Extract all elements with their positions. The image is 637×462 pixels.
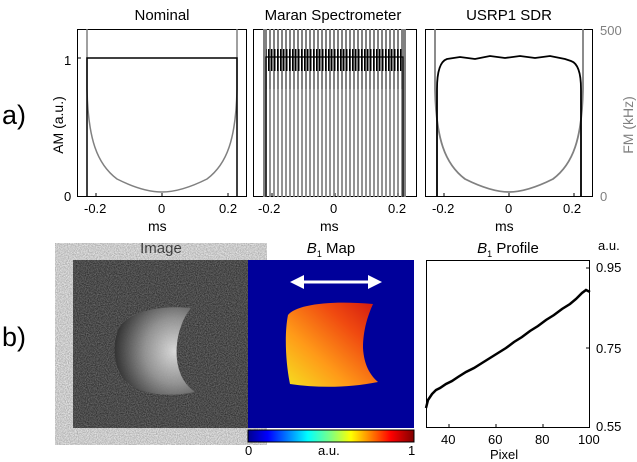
usrp-xtick-2: 0 [505, 201, 513, 216]
profile-xtick-80: 80 [535, 432, 550, 447]
profile-title-sub: 1 [487, 249, 493, 259]
maran-xtick-3: 0.2 [388, 201, 407, 216]
usrp-xlabel: ms [495, 218, 514, 234]
maran-xlabel: ms [320, 218, 339, 234]
maran-fm-band-lower [265, 89, 405, 197]
am-tick-0: 0 [64, 189, 72, 204]
nominal-xtick-3: 0.2 [219, 201, 238, 216]
map-title-rest: Map [321, 240, 356, 257]
profile-curve [424, 288, 591, 409]
panel-nominal-title: Nominal [134, 7, 190, 24]
b1-map-region [285, 302, 378, 387]
maran-fm-left-edge [263, 29, 266, 197]
panel-usrp-title: USRP1 SDR [466, 7, 552, 24]
usrp-fm-curve [434, 29, 584, 193]
b1-map [248, 260, 414, 428]
colorbar-unit: a.u. [318, 443, 340, 458]
image-title: Image [140, 240, 182, 257]
fm-tick-500: 500 [600, 23, 622, 38]
map-title: B1 Map [248, 240, 414, 259]
profile-axes [426, 260, 590, 428]
colorbar-tick-0: 0 [245, 443, 253, 458]
usrp-xtick-3: 0.2 [563, 201, 582, 216]
fm-tick-0: 0 [600, 189, 608, 204]
nominal-xtick-1: -0.2 [84, 201, 107, 216]
fm-axis-label: FM (kHz) [620, 96, 636, 154]
profile-title: B1 Profile [426, 240, 590, 259]
usrp-am-curve [436, 55, 582, 197]
profile-xtick-40: 40 [441, 432, 456, 447]
nominal-am-curve [86, 57, 238, 197]
label-b: b) [2, 322, 27, 352]
panel-nominal-axes [77, 29, 247, 197]
nominal-xtick-2: 0 [158, 201, 166, 216]
panel-usrp-plot [434, 29, 584, 197]
profile-plot [424, 267, 591, 428]
nominal-fm-curve [86, 29, 238, 193]
maran-fm-right-edge [403, 29, 406, 197]
double-arrow-icon [290, 275, 382, 289]
phantom-shape [114, 307, 195, 395]
panel-nominal-plot [77, 29, 238, 197]
profile-xlabel: Pixel [490, 447, 519, 462]
panel-maran-title: Maran Spectrometer [264, 7, 402, 24]
profile-title-rest: Profile [492, 240, 539, 257]
profile-unit: a.u. [598, 238, 620, 253]
panel-nominal-ticks [77, 57, 229, 197]
panel-maran-plot [263, 29, 406, 197]
profile-ytick-075: 0.75 [596, 341, 622, 356]
profile-ytick-095: 0.95 [596, 260, 622, 275]
map-title-main: B [306, 240, 317, 257]
maran-am-band [266, 49, 402, 71]
maran-xtick-2: 0 [330, 201, 338, 216]
colorbar [247, 429, 415, 443]
am-tick-1: 1 [64, 53, 72, 68]
usrp-xtick-1: -0.2 [432, 201, 455, 216]
nominal-xlabel: ms [148, 218, 167, 234]
map-title-sub: 1 [316, 249, 322, 259]
profile-xtick-100: 100 [578, 432, 600, 447]
mri-image [73, 260, 249, 428]
label-a: a) [2, 100, 27, 130]
maran-am-curve [265, 56, 404, 197]
profile-xtick-60: 60 [488, 432, 503, 447]
am-axis-label: AM (a.u.) [50, 96, 66, 154]
profile-ytick-055: 0.55 [596, 419, 622, 434]
maran-xtick-1: -0.2 [258, 201, 281, 216]
profile-title-main: B [477, 240, 488, 257]
colorbar-tick-1: 1 [408, 443, 416, 458]
